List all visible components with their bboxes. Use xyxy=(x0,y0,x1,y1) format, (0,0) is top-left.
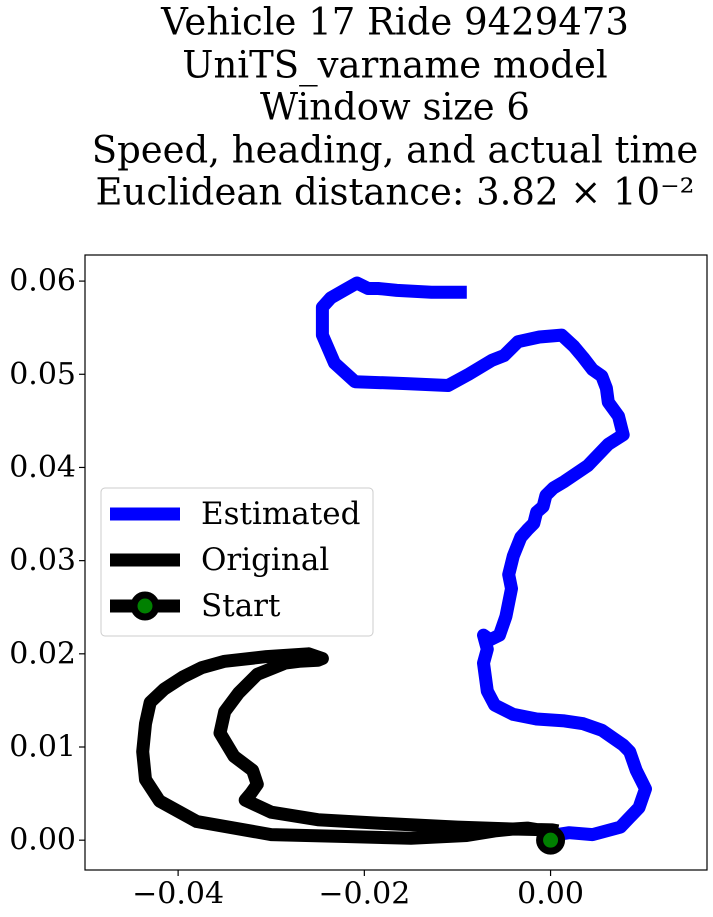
legend-box xyxy=(100,487,374,637)
plot-data-area xyxy=(136,276,652,855)
x-axis: −0.04 −0.02 0.00 xyxy=(132,870,584,912)
y-tick-label: 0.06 xyxy=(9,264,76,299)
y-axis: 0.00 0.01 0.02 0.03 0.04 0.05 0.06 xyxy=(9,264,85,858)
chart-title-line: Window size 6 xyxy=(260,86,530,129)
x-tick-label: −0.02 xyxy=(318,877,410,912)
chart-title-line: Vehicle 17 Ride 9429473 xyxy=(160,1,629,44)
y-tick-label: 0.00 xyxy=(9,823,76,858)
legend-label: Start xyxy=(201,588,281,624)
series-line-original xyxy=(136,647,560,845)
y-tick-label: 0.02 xyxy=(9,636,76,671)
plot-frame xyxy=(84,254,708,871)
x-tick-label: −0.04 xyxy=(132,877,224,912)
legend-label: Estimated xyxy=(201,496,360,532)
chart-title-line: Euclidean distance: 3.82 × 10⁻² xyxy=(96,171,695,214)
chart-title-line: Speed, heading, and actual time xyxy=(92,129,699,172)
x-tick-label: 0.00 xyxy=(517,877,584,912)
y-tick-label: 0.03 xyxy=(9,543,76,578)
legend-marker-start xyxy=(130,591,160,621)
start-marker xyxy=(536,825,566,855)
legend: Estimated Original Start xyxy=(100,487,374,637)
legend-label: Original xyxy=(201,542,329,578)
chart-title-line: UniTS_varname model xyxy=(182,44,607,88)
y-tick-label: 0.04 xyxy=(9,450,76,485)
y-tick-label: 0.01 xyxy=(9,730,76,765)
y-tick-label: 0.05 xyxy=(9,357,76,392)
series-line-estimated xyxy=(315,276,652,842)
